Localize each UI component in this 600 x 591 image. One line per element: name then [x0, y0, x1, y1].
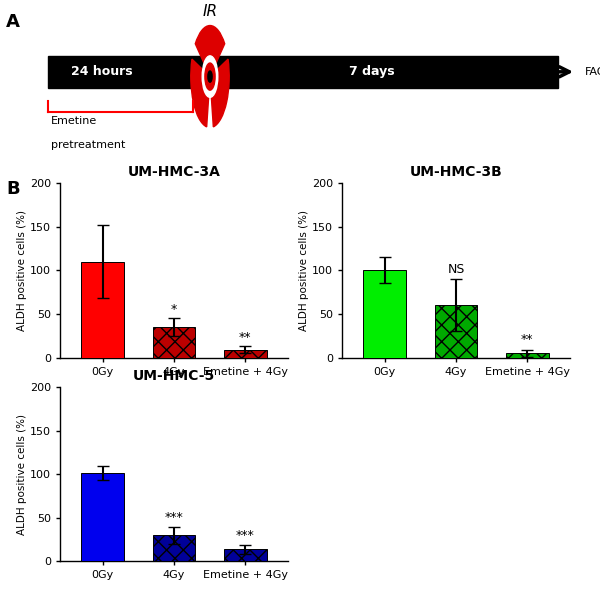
- Bar: [506, 353, 548, 358]
- Text: **: **: [521, 333, 533, 346]
- Text: *: *: [171, 303, 177, 316]
- Y-axis label: ALDH positive cells (%): ALDH positive cells (%): [17, 414, 27, 535]
- Title: UM-HMC-3B: UM-HMC-3B: [410, 165, 502, 179]
- Y-axis label: ALDH positive cells (%): ALDH positive cells (%): [299, 210, 309, 331]
- Wedge shape: [191, 59, 209, 127]
- Bar: [82, 473, 124, 561]
- Text: IR: IR: [202, 4, 218, 19]
- Text: ***: ***: [236, 530, 254, 543]
- Circle shape: [205, 63, 215, 90]
- Bar: [82, 262, 124, 358]
- Text: NS: NS: [448, 264, 464, 277]
- Text: Emetine: Emetine: [51, 116, 97, 126]
- Title: UM-HMC-5: UM-HMC-5: [133, 369, 215, 383]
- Text: FACs: FACs: [585, 67, 600, 77]
- Bar: [152, 535, 196, 561]
- Text: **: **: [239, 330, 251, 343]
- Bar: [434, 305, 478, 358]
- Title: UM-HMC-3A: UM-HMC-3A: [128, 165, 220, 179]
- Text: A: A: [6, 13, 20, 31]
- Wedge shape: [195, 25, 225, 63]
- Text: pretreatment: pretreatment: [51, 141, 125, 151]
- Circle shape: [208, 71, 212, 82]
- Wedge shape: [211, 59, 229, 127]
- Y-axis label: ALDH positive cells (%): ALDH positive cells (%): [17, 210, 27, 331]
- Circle shape: [202, 56, 218, 98]
- Bar: [364, 271, 406, 358]
- Bar: [224, 350, 266, 358]
- Text: B: B: [6, 180, 20, 198]
- Text: 7 days: 7 days: [349, 66, 395, 78]
- Bar: [48, 56, 558, 88]
- Bar: [224, 549, 266, 561]
- Text: 24 hours: 24 hours: [71, 66, 133, 78]
- Bar: [152, 327, 196, 358]
- Text: ***: ***: [164, 511, 184, 524]
